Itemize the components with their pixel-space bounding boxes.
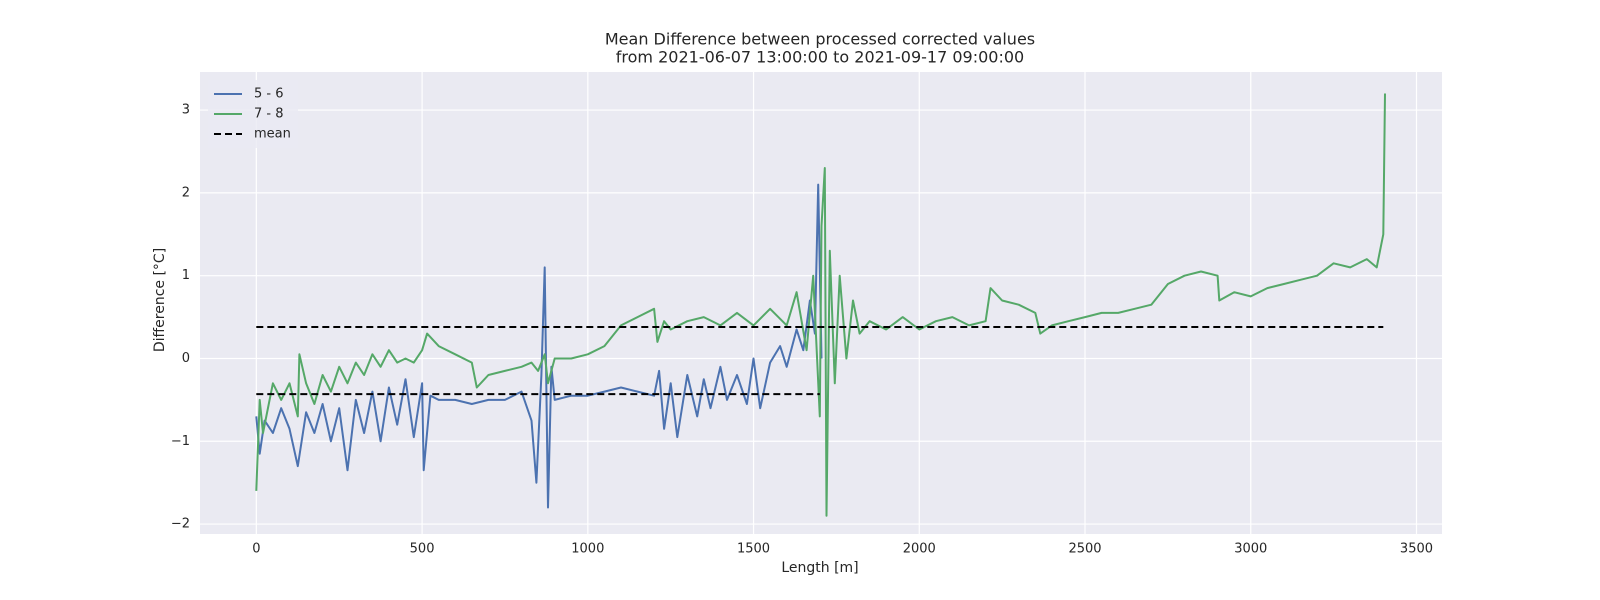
y-tick-label: −1 [171,434,190,449]
series-line [255,93,1386,517]
series-line [256,326,1384,396]
x-tick-label: 3500 [1400,542,1433,557]
legend-label: mean [254,127,291,142]
series-line [255,183,823,509]
x-tick-label: 1500 [737,542,770,557]
y-tick-label: −2 [171,517,190,532]
y-axis-label: Difference [°C] [152,248,168,352]
x-tick-label: 2000 [903,542,936,557]
x-tick-label: 500 [410,542,435,557]
x-tick-label: 2500 [1068,542,1101,557]
legend: 5 - 6 7 - 8 mean [208,80,298,148]
x-axis-label: Length [m] [781,560,858,576]
legend-label: 5 - 6 [254,87,284,102]
chart-title: Mean Difference between processed correc… [605,30,1035,49]
y-tick-label: 1 [182,268,190,283]
x-tick-label: 1000 [571,542,604,557]
y-tick-label: 0 [182,351,190,366]
y-tick-label: 2 [182,185,190,200]
x-tick-label: 3000 [1234,542,1267,557]
chart-subtitle: from 2021-06-07 13:00:00 to 2021-09-17 0… [616,48,1024,67]
legend-label: 7 - 8 [254,107,284,122]
x-tick-label: 0 [252,542,260,557]
y-tick-label: 3 [182,103,190,118]
